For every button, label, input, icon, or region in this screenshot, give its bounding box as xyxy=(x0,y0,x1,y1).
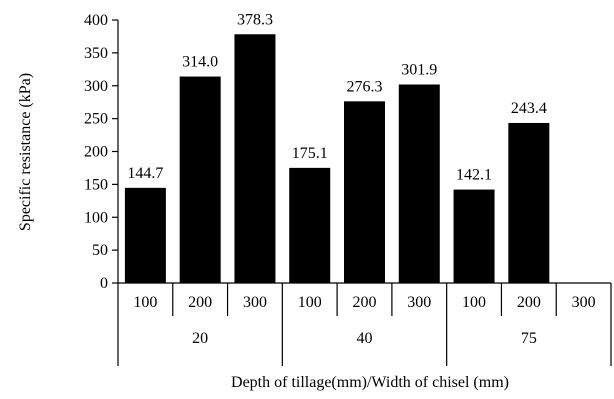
data-label: 314.0 xyxy=(182,54,218,71)
x-group-label: 40 xyxy=(357,330,373,347)
x-category-label: 100 xyxy=(462,294,486,311)
y-tick-label: 200 xyxy=(84,144,108,161)
data-label: 276.3 xyxy=(347,78,383,95)
y-tick-label: 0 xyxy=(100,275,108,292)
bar xyxy=(398,84,440,283)
x-axis-title: Depth of tillage(mm)/Width of chisel (mm… xyxy=(231,374,509,391)
y-tick-label: 350 xyxy=(84,45,108,62)
y-axis: 0 50 100 150 200 250 300 350 400 xyxy=(84,12,119,292)
data-label: 144.7 xyxy=(127,165,163,182)
data-label: 243.4 xyxy=(511,100,547,117)
bar xyxy=(179,76,221,283)
x-category-label: 200 xyxy=(353,294,377,311)
data-label: 301.9 xyxy=(401,62,437,79)
bar xyxy=(508,122,550,283)
x-category-label: 300 xyxy=(407,294,431,311)
bar xyxy=(453,189,495,283)
x-group-label: 20 xyxy=(192,330,208,347)
data-label: 378.3 xyxy=(237,11,273,28)
bars xyxy=(124,34,550,284)
y-axis-title: Specific resistance (kPa) xyxy=(17,73,34,231)
data-label: 142.1 xyxy=(456,167,492,184)
x-category-label: 300 xyxy=(243,294,267,311)
y-tick-label: 100 xyxy=(84,209,108,226)
x-category-label: 200 xyxy=(188,294,212,311)
x-axis: 100 200 300 100 200 300 100 200 300 20 40 75 xyxy=(117,282,612,366)
bar xyxy=(344,101,385,283)
y-tick-label: 300 xyxy=(84,78,108,95)
bar xyxy=(124,187,166,283)
y-tick-label: 50 xyxy=(92,242,108,259)
x-group-label: 75 xyxy=(521,330,537,347)
x-category-label: 100 xyxy=(298,294,322,311)
bar xyxy=(289,167,331,283)
x-category-label: 200 xyxy=(517,294,541,311)
data-labels: 144.7 314.0 378.3 175.1 276.3 301.9 142.1 243.4 xyxy=(127,11,546,183)
y-tick-label: 150 xyxy=(84,176,108,193)
bar xyxy=(234,34,276,284)
x-category-label: 100 xyxy=(133,294,157,311)
y-tick-label: 250 xyxy=(84,111,108,128)
y-tick-label: 400 xyxy=(84,12,108,29)
data-label: 175.1 xyxy=(292,145,328,162)
x-category-label: 300 xyxy=(572,294,596,311)
